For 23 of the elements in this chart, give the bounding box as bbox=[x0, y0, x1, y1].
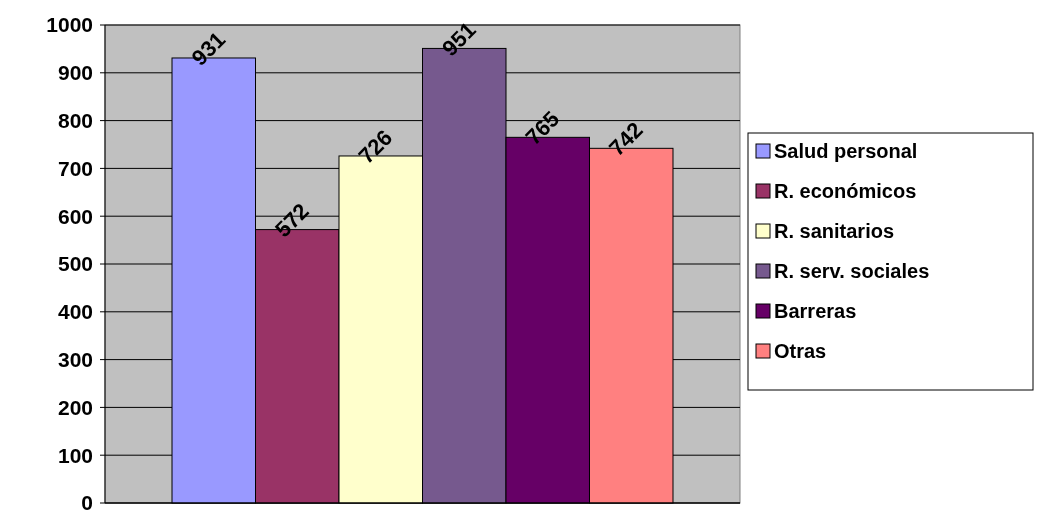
data-label: 572 bbox=[270, 198, 314, 243]
legend-label: R. económicos bbox=[774, 180, 917, 202]
y-tick-label: 900 bbox=[57, 61, 93, 85]
y-tick-label: 0 bbox=[81, 491, 93, 512]
legend-label: Salud personal bbox=[774, 140, 918, 162]
y-tick-label: 700 bbox=[57, 156, 93, 180]
legend-label: Barreras bbox=[774, 300, 857, 322]
data-label: 951 bbox=[437, 17, 481, 61]
data-label: 742 bbox=[604, 117, 648, 161]
y-tick-label: 500 bbox=[57, 252, 93, 276]
data-label: 765 bbox=[520, 106, 565, 150]
y-tick-label: 200 bbox=[57, 395, 93, 419]
y-tick-label: 600 bbox=[57, 204, 93, 228]
y-tick-label: 800 bbox=[57, 108, 93, 132]
y-tick-label: 1000 bbox=[46, 13, 93, 37]
legend-label: R. serv. sociales bbox=[774, 260, 930, 282]
y-tick-label: 300 bbox=[57, 347, 93, 371]
legend-label: R. sanitarios bbox=[774, 220, 895, 242]
y-tick-label: 400 bbox=[57, 300, 93, 324]
y-tick-label: 100 bbox=[57, 443, 93, 467]
legend-label: Otras bbox=[774, 340, 827, 362]
data-label: 726 bbox=[353, 124, 398, 169]
data-label: 931 bbox=[186, 26, 231, 71]
